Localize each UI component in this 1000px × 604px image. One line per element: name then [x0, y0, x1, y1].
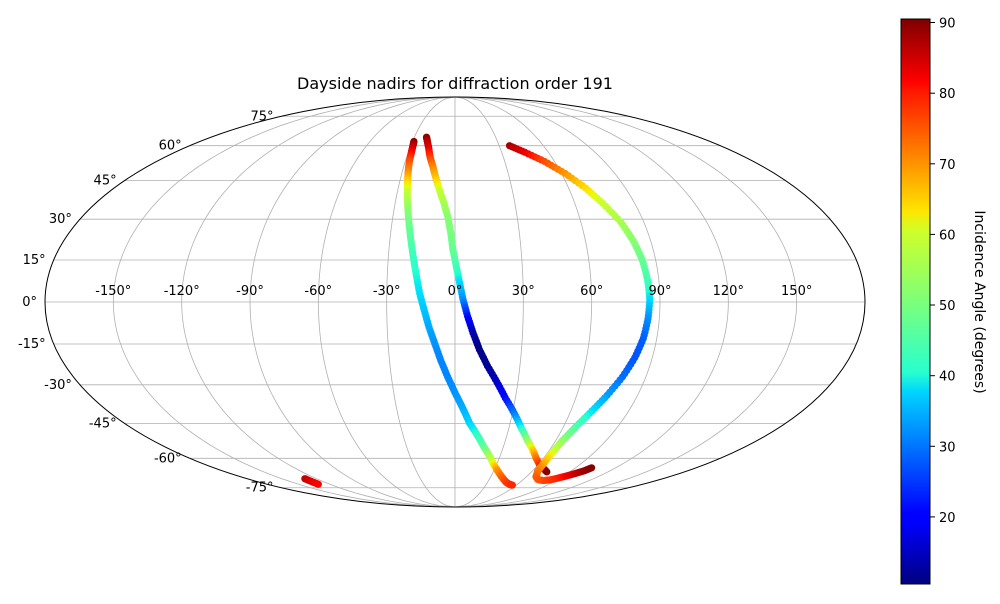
lon-tick-label: 150° — [781, 284, 812, 299]
lon-tick-label: -60° — [304, 284, 332, 299]
colorbar-tick-label: 30 — [939, 440, 956, 455]
lon-tick-label: 60° — [580, 284, 603, 299]
colorbar-tick-label: 90 — [939, 17, 956, 32]
colorbar-gradient — [900, 18, 931, 585]
colorbar-tick-label: 20 — [939, 511, 956, 526]
lat-tick-label: 30° — [49, 212, 72, 227]
lon-tick-label: -150° — [95, 284, 131, 299]
lat-tick-label: -45° — [89, 416, 117, 431]
map-grid — [45, 97, 865, 507]
data-point — [314, 480, 322, 488]
data-point — [543, 468, 551, 476]
lat-tick-label: 0° — [22, 295, 37, 310]
lon-tick-label: 30° — [512, 284, 535, 299]
lon-tick-label: 0° — [448, 284, 463, 299]
axis-tick-labels: -150° -120° -90° -60° -30° 0° 30° 60° 90° 120° 150… — [18, 109, 812, 495]
lat-tick-label: 45° — [94, 174, 117, 189]
lon-tick-label: -120° — [164, 284, 200, 299]
lat-tick-label: -75° — [246, 481, 274, 496]
colorbar: 20 30 40 50 60 70 80 90 Incidence Angle (degree… — [900, 17, 987, 585]
data-points — [301, 133, 654, 489]
lat-tick-label: -30° — [44, 378, 72, 393]
colorbar-tick-label: 70 — [939, 158, 956, 173]
lat-tick-label: 60° — [159, 139, 182, 154]
colorbar-ticks: 20 30 40 50 60 70 80 90 — [930, 17, 956, 526]
lon-tick-label: -30° — [373, 284, 401, 299]
lat-tick-label: 75° — [250, 109, 273, 124]
lon-tick-label: 90° — [648, 284, 671, 299]
chart-title: Dayside nadirs for diffraction order 191 — [297, 74, 613, 93]
lat-tick-label: 15° — [23, 253, 46, 268]
colorbar-tick-label: 80 — [939, 87, 956, 102]
lat-tick-label: -60° — [154, 451, 182, 466]
colorbar-tick-label: 40 — [939, 370, 956, 385]
lon-tick-label: -90° — [236, 284, 264, 299]
colorbar-tick-label: 50 — [939, 299, 956, 314]
lat-tick-label: -15° — [18, 337, 46, 352]
colorbar-tick-label: 60 — [939, 228, 956, 243]
data-point — [588, 464, 596, 472]
data-point — [508, 481, 516, 489]
lon-tick-label: 120° — [713, 284, 744, 299]
map-frame — [44, 96, 866, 508]
colorbar-label: Incidence Angle (degrees) — [971, 210, 987, 393]
